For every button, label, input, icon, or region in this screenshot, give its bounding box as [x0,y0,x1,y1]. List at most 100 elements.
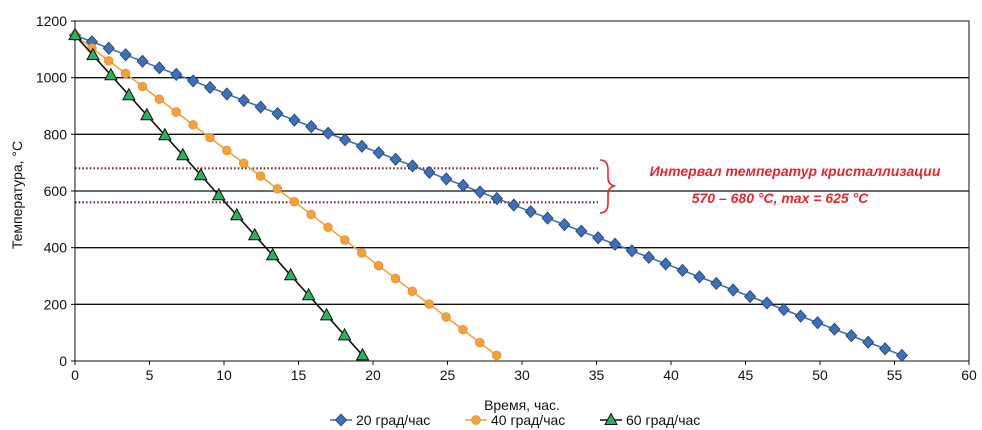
series-2-point-3 [104,56,114,66]
x-tick-label-40: 40 [663,367,679,383]
series-1-point-18 [355,139,368,153]
series-1-point-41 [744,289,757,304]
series-3-point-7 [175,147,190,161]
series-1-point-22 [423,165,436,179]
series-2-point-15 [306,209,316,220]
series-1-point-30 [558,218,571,232]
series-group [68,27,908,362]
y-tick-label-200: 200 [44,296,68,312]
series-1-point-7 [170,67,183,81]
series-1 [68,28,908,362]
series-2-point-19 [373,260,384,271]
series-2-point-23 [441,312,451,322]
series-3-point-5 [140,107,154,121]
series-3-point-9 [211,187,226,201]
series-1-point-8 [187,74,200,88]
series-1-point-17 [338,133,352,147]
series-1-point-50 [895,348,908,362]
series-1-point-10 [220,87,233,101]
reference-lines [75,167,598,204]
series-2-point-22 [424,299,434,309]
series-3-point-13 [283,267,298,281]
series-2-point-12 [255,171,266,181]
series-2-point-20 [390,273,401,284]
series-1-point-47 [845,329,858,343]
series-3-point-1 [68,27,82,41]
x-axis-ticks: 0 5 10 15 20 25 30 35 40 45 50 55 60 [71,361,977,383]
series-1-point-16 [322,126,335,140]
annotation-line1: Интервал температур кристаллизации [650,163,941,179]
series-2-point-6 [154,94,165,104]
series-2-point-13 [272,184,283,194]
series-3-point-10 [229,207,244,221]
series-1-point-5 [136,54,149,68]
series-2-point-10 [222,145,232,156]
series-2-point-17 [340,235,350,245]
series-1-point-27 [507,198,520,212]
series-1-point-36 [659,257,672,271]
series-1-point-25 [473,185,487,199]
series-2-point-21 [407,286,418,296]
series-3-point-14 [301,287,316,301]
series-1-point-29 [541,211,554,225]
series-3-point-17 [355,347,370,361]
series-1-point-13 [271,106,284,121]
series-3-point-6 [158,127,172,141]
series-1-point-14 [288,113,301,127]
x-tick-label-20: 20 [365,367,381,383]
x-tick-label-55: 55 [887,367,903,383]
gridlines [75,77,969,305]
series-3-point-2 [86,47,100,61]
series-1-point-49 [879,342,892,356]
annotation-brace [599,159,617,214]
series-1-point-48 [862,335,875,349]
x-tick-label-60: 60 [961,367,977,383]
series-2 [70,30,502,361]
series-1-point-37 [676,263,689,277]
y-tick-label-800: 800 [44,126,68,142]
series-1-point-45 [811,316,824,330]
series-1-point-19 [372,146,385,160]
x-tick-label-25: 25 [440,367,456,383]
series-1-point-6 [153,61,166,75]
series-2-point-5 [137,81,148,92]
series-1-point-43 [777,303,790,317]
series-1-point-33 [609,237,622,251]
series-3-point-12 [265,247,280,261]
series-3-point-8 [193,167,208,181]
series-1-point-9 [203,80,217,95]
series-2-point-16 [323,222,333,232]
x-axis-label: Время, час. [484,397,560,413]
series-3-point-15 [319,307,334,321]
legend: 20 град/час 40 град/час 60 град/час [330,412,700,428]
series-1-point-3 [102,41,115,55]
series-1-point-35 [642,250,655,264]
series-2-point-25 [475,337,485,348]
x-tick-label-5: 5 [146,367,154,383]
series-1-point-46 [828,322,841,336]
y-axis-label: Температура, °С [9,141,25,249]
series-1-point-21 [406,159,419,173]
y-axis-ticks: 0 200 400 600 800 1000 1200 [36,13,75,369]
series-1-point-32 [592,231,605,245]
y-tick-label-0: 0 [59,353,67,369]
series-2-line [74,34,498,356]
series-3-point-11 [247,227,262,241]
series-3-point-16 [337,327,352,341]
series-1-point-26 [490,191,503,206]
legend-swatch-marker-3 [604,412,618,425]
series-2-point-26 [491,350,502,361]
series-2-point-7 [171,107,181,117]
series-1-point-31 [575,224,588,238]
y-tick-label-1200: 1200 [36,13,67,29]
x-tick-label-10: 10 [216,367,232,383]
x-tick-label-0: 0 [71,367,79,383]
series-2-point-14 [289,196,299,207]
series-3 [68,27,370,361]
y-tick-label-400: 400 [44,240,68,256]
series-1-point-40 [727,283,740,297]
series-1-point-24 [457,178,470,193]
x-tick-label-15: 15 [291,367,307,383]
series-1-point-15 [305,120,318,134]
series-1-point-38 [693,270,706,284]
